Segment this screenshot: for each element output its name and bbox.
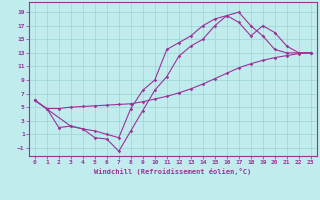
X-axis label: Windchill (Refroidissement éolien,°C): Windchill (Refroidissement éolien,°C) xyxy=(94,168,252,175)
